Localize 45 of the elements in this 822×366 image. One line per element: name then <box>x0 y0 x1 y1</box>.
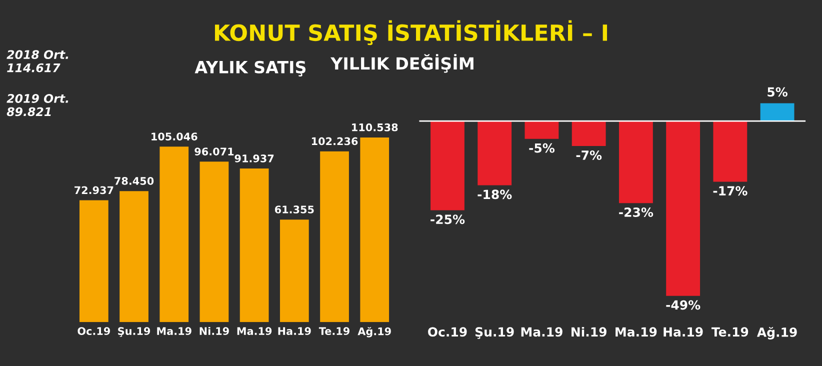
data-label: -18% <box>478 190 512 200</box>
x-tick-label: Oc.19 <box>428 327 467 337</box>
chart-title: YILLIK DEĞİŞİM <box>330 54 474 73</box>
data-label: 72.937 <box>74 186 114 194</box>
x-tick-label: Ha.19 <box>278 327 311 336</box>
x-tick-label: Te.19 <box>318 327 350 336</box>
data-label: 105.046 <box>152 132 198 140</box>
x-tick-label: Ağ.19 <box>358 326 391 338</box>
x-tick-label: Ni.19 <box>572 326 606 337</box>
x-tick-label: Ağ.19 <box>756 326 797 340</box>
text: KONUT SATIŞ İSTATİSTİKLERİ – I <box>214 20 608 46</box>
x-tick-label: Oc.19 <box>78 327 110 336</box>
bar <box>360 137 390 322</box>
data-label: 61.355 <box>274 206 314 214</box>
data-label: 91.937 <box>234 154 274 162</box>
x-tick-label: Ma.19 <box>237 327 272 336</box>
x-tick-label: Ma.19 <box>616 327 657 337</box>
x-tick-label: Ni.19 <box>200 326 229 336</box>
bar <box>120 191 148 322</box>
x-tick-label: Ma.19 <box>157 327 192 336</box>
bar <box>280 220 309 322</box>
data-label: 110.538 <box>352 123 398 132</box>
bar <box>320 151 349 322</box>
data-label: 96.071 <box>194 148 234 156</box>
data-label: -23% <box>619 208 654 217</box>
text: 2019 Ort. 89.821 <box>6 94 68 116</box>
chart-title: AYLIK SATIŞ <box>194 60 306 76</box>
bar <box>200 162 229 322</box>
bar <box>160 146 189 322</box>
x-tick-label: Ma.19 <box>521 327 562 337</box>
data-label: 78.450 <box>114 177 154 185</box>
data-label: -25% <box>430 214 465 224</box>
data-label: -17% <box>713 186 748 196</box>
bar <box>240 168 269 322</box>
x-tick-label: Te.19 <box>711 327 748 337</box>
data-label: -49% <box>666 300 700 310</box>
x-tick-label: Şu.19 <box>118 327 150 337</box>
x-tick-label: Şu.19 <box>475 327 514 339</box>
data-label: -5% <box>529 143 555 153</box>
x-tick-label: Ha.19 <box>664 327 703 337</box>
text: 2018 Ort. 114.617 <box>6 50 68 72</box>
data-label: 5% <box>768 87 788 97</box>
data-label: -7% <box>576 150 602 160</box>
data-label: 102.236 <box>312 137 358 146</box>
bar <box>79 200 108 322</box>
